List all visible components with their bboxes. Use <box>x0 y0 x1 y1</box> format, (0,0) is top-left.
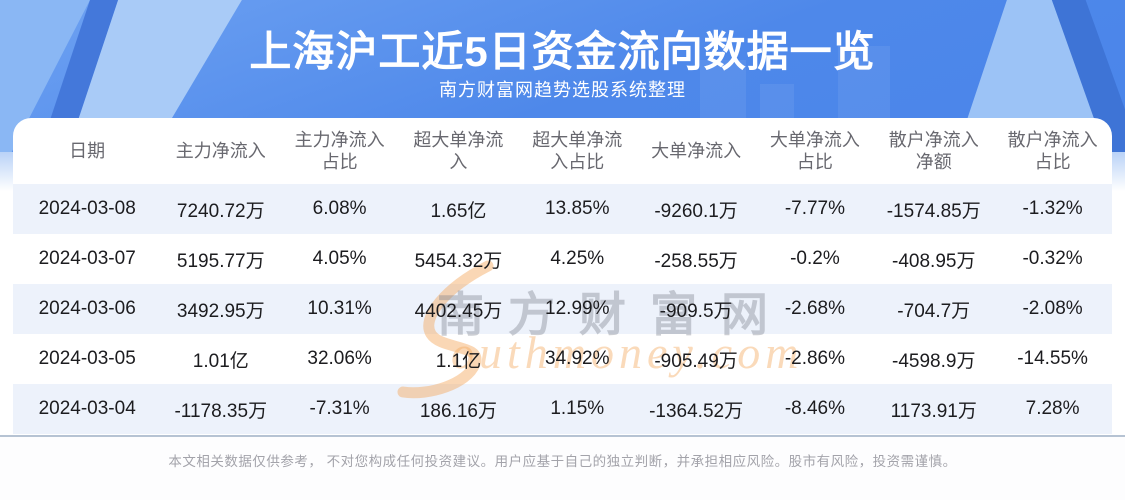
column-header-main-net-inflow: 主力净流入 <box>175 140 266 161</box>
page-title: 上海沪工近5日资金流向数据一览 <box>249 28 876 75</box>
column-header-xl-order-net-inflow-ratio: 超大单净流 入占比 <box>532 129 623 173</box>
footer: 本文相关数据仅供参考， 不对您构成任何投资建议。用户应基于自己的独立判断，并承担… <box>0 435 1125 500</box>
fund-flow-table: 日期 主力净流入 主力净流入 占比 超大单净流 入 超大单净流 入占比 大单净流… <box>13 118 1112 434</box>
table-cell: -2.68% <box>784 298 846 319</box>
table-cell: 7240.72万 <box>176 200 265 222</box>
table-cell: 2024-03-06 <box>38 298 136 319</box>
data-panel: 日期 主力净流入 主力净流入 占比 超大单净流 入 超大单净流 入占比 大单净流… <box>13 118 1112 435</box>
table-cell: 1173.91万 <box>890 400 977 422</box>
table-cell: 4.05% <box>312 248 367 269</box>
table-cell: -9260.1万 <box>654 200 738 222</box>
table-cell: 2024-03-05 <box>38 348 136 369</box>
table-cell: 12.99% <box>545 298 610 319</box>
table-cell: 13.85% <box>545 198 610 219</box>
page-subtitle: 南方财富网趋势选股系统整理 <box>439 80 686 100</box>
table-cell: 5454.32万 <box>414 250 503 272</box>
disclaimer-text: 本文相关数据仅供参考， 不对您构成任何投资建议。用户应基于自己的独立判断，并承担… <box>168 454 957 469</box>
table-cell: -2.86% <box>784 348 846 369</box>
table-row: 2024-03-04 -1178.35万 -7.31% 186.16万 1.15… <box>13 384 1112 434</box>
table-cell: 7.28% <box>1025 398 1080 419</box>
table-cell: 186.16万 <box>419 400 497 422</box>
table-cell: -1178.35万 <box>174 400 268 422</box>
table-cell: -408.95万 <box>892 250 976 272</box>
table-cell: 1.15% <box>550 398 605 419</box>
column-header-main-net-inflow-ratio: 主力净流入 占比 <box>294 129 385 173</box>
table-cell: -14.55% <box>1017 348 1088 369</box>
column-header-large-order-net-inflow: 大单净流入 <box>651 140 742 161</box>
table-cell: 2024-03-04 <box>38 398 136 419</box>
table-cell: -0.2% <box>790 248 840 269</box>
table-cell: -1.32% <box>1022 198 1083 219</box>
table-cell: 2024-03-07 <box>38 248 136 269</box>
table-cell: -0.32% <box>1022 248 1083 269</box>
table-cell: -2.08% <box>1022 298 1083 319</box>
table-row: 2024-03-07 5195.77万 4.05% 5454.32万 4.25%… <box>13 234 1112 284</box>
table-cell: -7.31% <box>309 398 370 419</box>
table-cell: -4598.9万 <box>892 350 976 372</box>
table-cell: 32.06% <box>307 348 372 369</box>
header-row: 日期 主力净流入 主力净流入 占比 超大单净流 入 超大单净流 入占比 大单净流… <box>13 118 1112 184</box>
table-cell: 5195.77万 <box>176 250 265 272</box>
table-cell: 1.1亿 <box>435 350 482 372</box>
table-row: 2024-03-05 1.01亿 32.06% 1.1亿 34.92% -905… <box>13 334 1112 384</box>
column-header-retail-net-inflow-ratio: 散户净流入 占比 <box>1007 129 1098 173</box>
table-row: 2024-03-08 7240.72万 6.08% 1.65亿 13.85% -… <box>13 184 1112 234</box>
table-cell: 1.65亿 <box>430 200 487 222</box>
table-cell: 3492.95万 <box>176 300 265 322</box>
table-cell: 34.92% <box>545 348 610 369</box>
table-cell: 1.01亿 <box>192 350 249 372</box>
table-cell: -905.49万 <box>654 350 738 372</box>
table-cell: -8.46% <box>784 398 846 419</box>
table-cell: 6.08% <box>312 198 367 219</box>
table-cell: -909.5万 <box>659 300 733 322</box>
table-cell: 4402.45万 <box>414 300 503 322</box>
column-header-large-order-net-inflow-ratio: 大单净流入 占比 <box>769 129 860 173</box>
column-header-date: 日期 <box>69 140 106 161</box>
column-header-xl-order-net-inflow: 超大单净流 入 <box>413 129 504 173</box>
table-cell: -704.7万 <box>897 300 971 322</box>
table-cell: -258.55万 <box>654 250 738 272</box>
table-cell: 4.25% <box>550 248 605 269</box>
table-cell: 2024-03-08 <box>38 198 136 219</box>
column-header-retail-net-inflow: 散户净流入 净额 <box>888 129 979 173</box>
table-cell: -1364.52万 <box>649 400 744 422</box>
table-cell: -1574.85万 <box>886 200 981 222</box>
table-row: 2024-03-06 3492.95万 10.31% 4402.45万 12.9… <box>13 284 1112 334</box>
table-cell: -7.77% <box>784 198 846 219</box>
table-cell: 10.31% <box>307 298 372 319</box>
